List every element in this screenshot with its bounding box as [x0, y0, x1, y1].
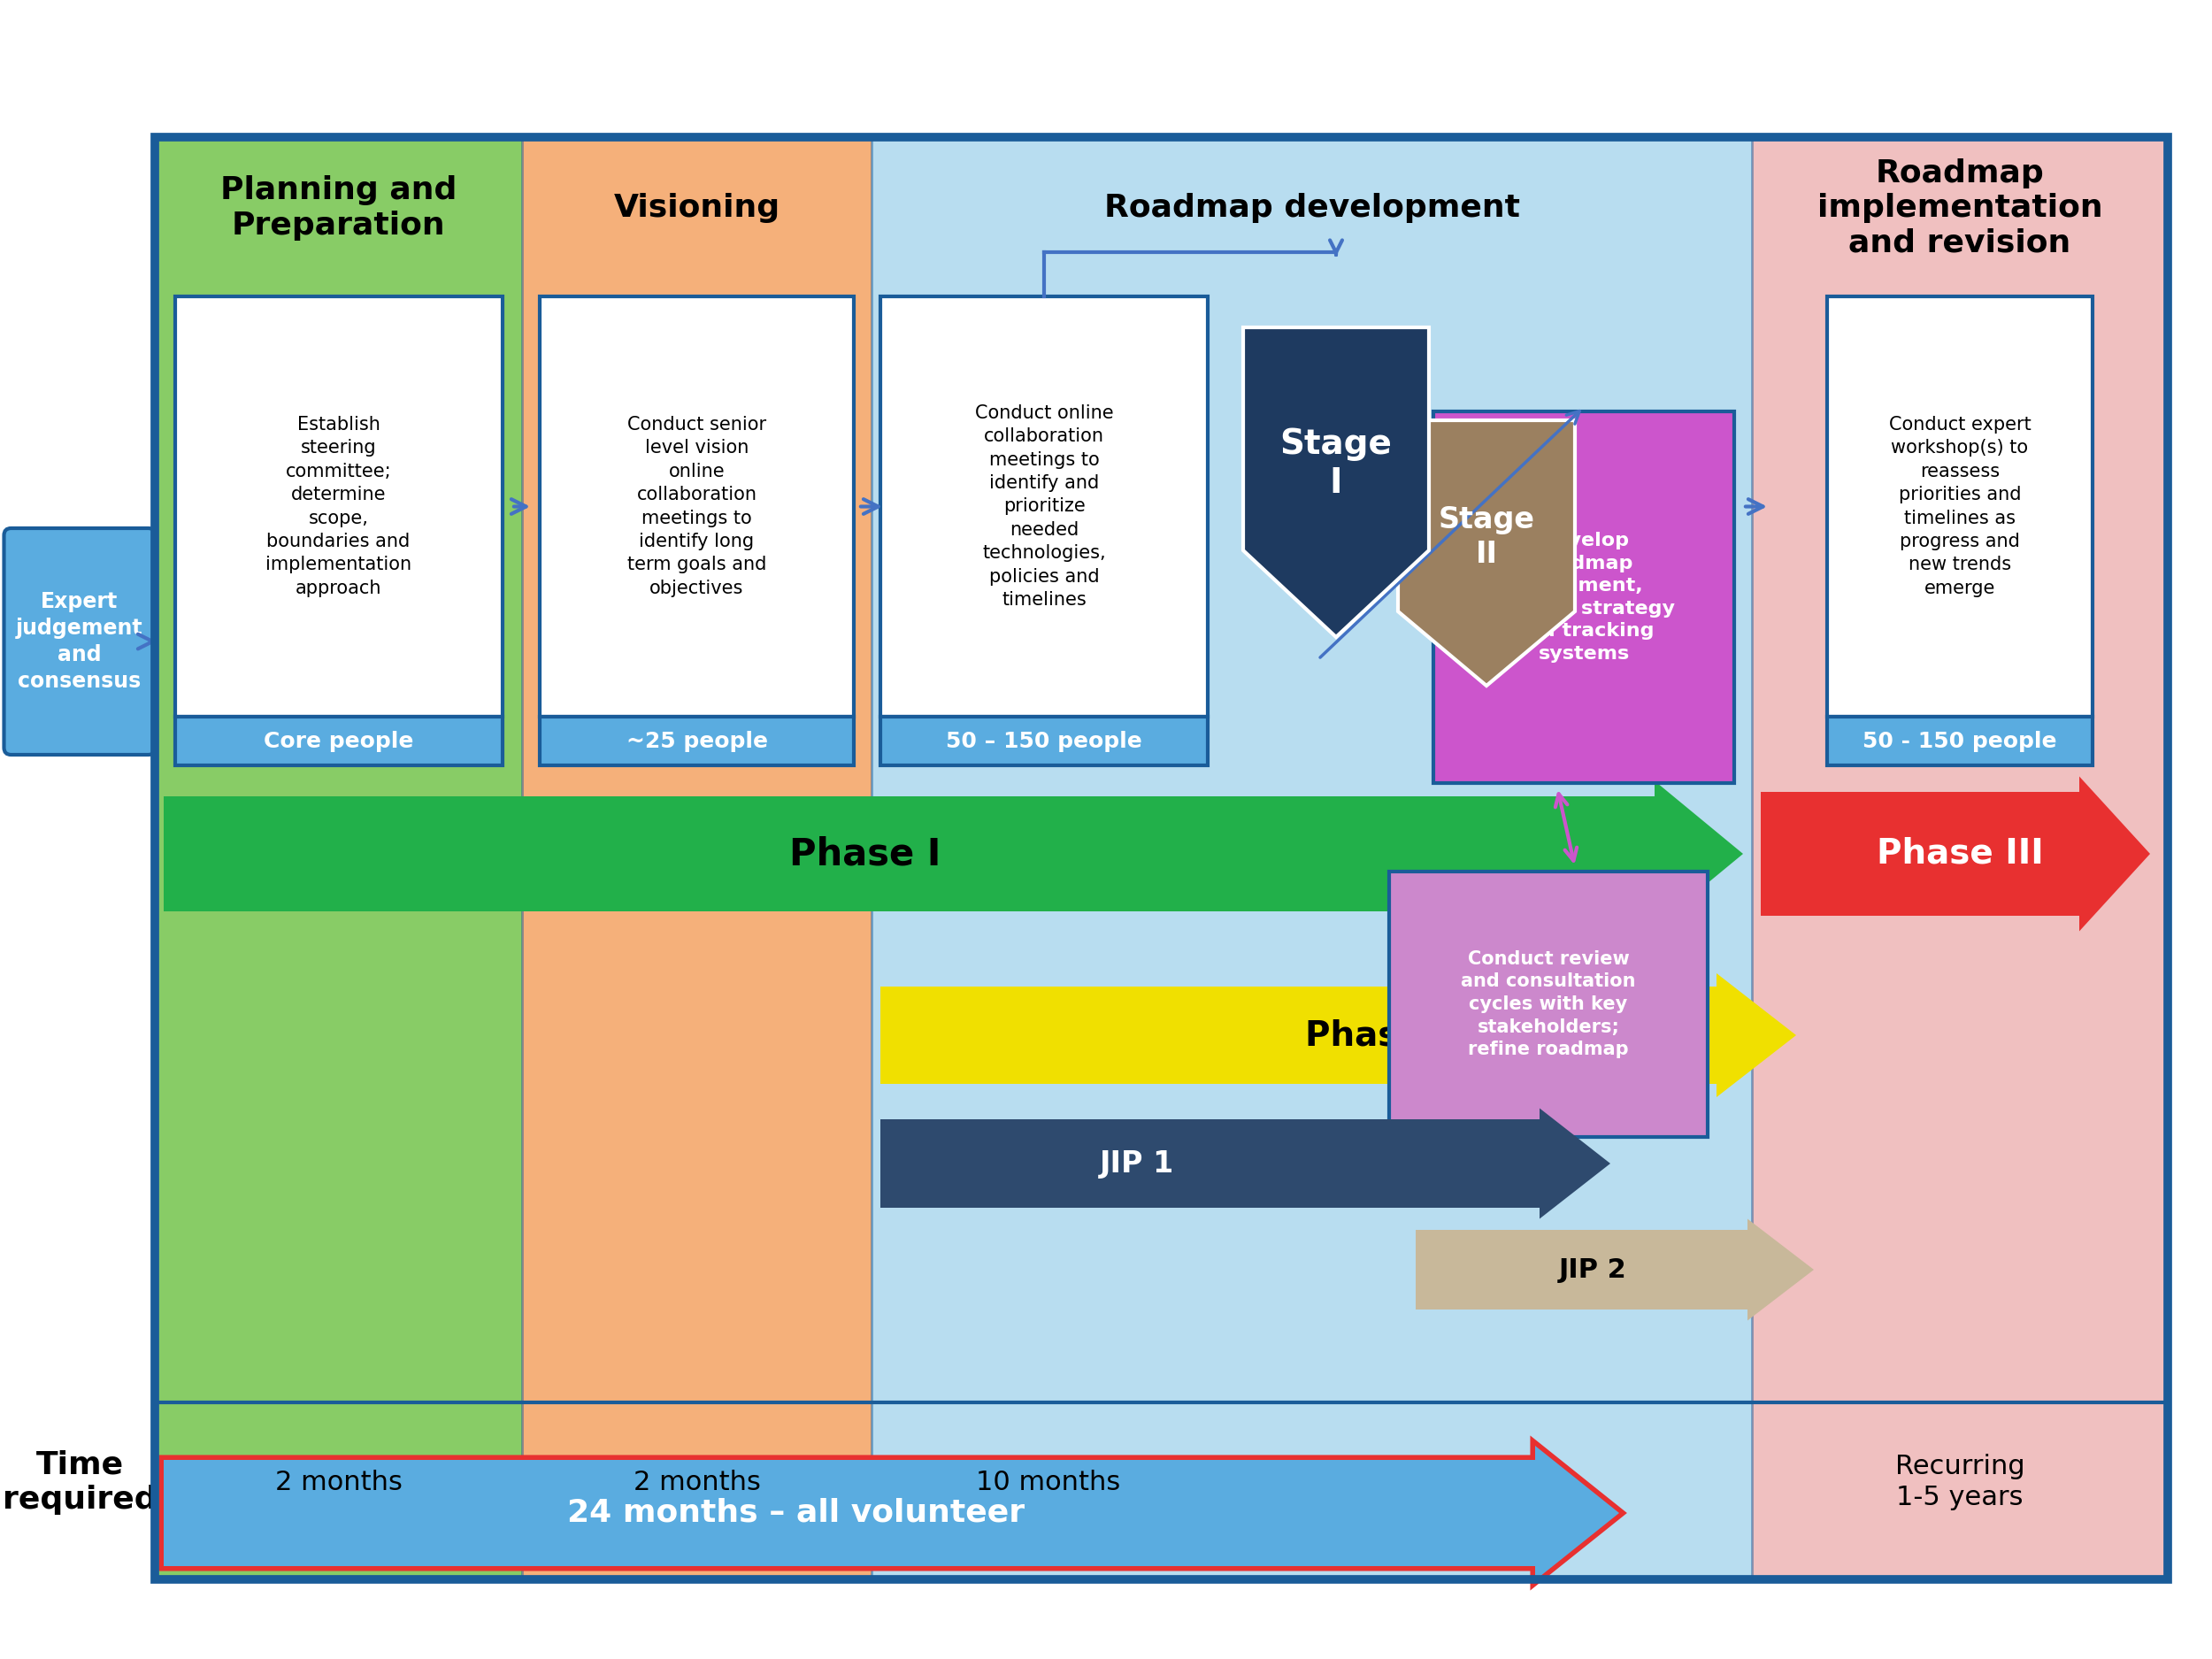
Bar [1752, 138, 2168, 1579]
FancyBboxPatch shape [1389, 871, 1708, 1136]
Polygon shape [1761, 776, 2150, 931]
Bar [522, 138, 872, 1579]
Polygon shape [164, 1445, 1619, 1581]
Text: JIP 1: JIP 1 [1099, 1150, 1175, 1178]
Text: Stage
II: Stage II [1438, 506, 1535, 569]
Text: 50 – 150 people: 50 – 150 people [947, 730, 1141, 752]
FancyBboxPatch shape [4, 528, 155, 755]
FancyBboxPatch shape [175, 297, 502, 717]
Text: Time
required: Time required [2, 1450, 157, 1515]
Text: 10 months: 10 months [975, 1470, 1121, 1495]
Bar [880, 717, 1208, 765]
Text: Develop
roadmap
document,
launch  strategy
and tracking
systems: Develop roadmap document, launch strateg… [1493, 533, 1674, 662]
Text: Conduct review
and consultation
cycles with key
stakeholders;
refine roadmap: Conduct review and consultation cycles w… [1462, 951, 1637, 1058]
Text: Conduct online
collaboration
meetings to
identify and
prioritize
needed
technolo: Conduct online collaboration meetings to… [975, 405, 1113, 609]
Text: 50 - 150 people: 50 - 150 people [1863, 730, 2057, 752]
FancyBboxPatch shape [1827, 297, 2093, 717]
Text: Phase II: Phase II [1305, 1019, 1460, 1052]
Text: 24 months – all volunteer: 24 months – all volunteer [568, 1498, 1024, 1528]
Polygon shape [1416, 1219, 1814, 1321]
Polygon shape [1398, 420, 1575, 685]
Text: Expert
judgement
and
consensus: Expert judgement and consensus [15, 592, 144, 692]
FancyBboxPatch shape [1433, 411, 1734, 783]
Text: Phase I: Phase I [790, 834, 940, 873]
Text: Visioning: Visioning [613, 192, 781, 222]
Text: Conduct expert
workshop(s) to
reassess
priorities and
timelines as
progress and
: Conduct expert workshop(s) to reassess p… [1889, 416, 2031, 597]
Bar [155, 138, 522, 1579]
Text: Establish
steering
committee;
determine
scope,
boundaries and
implementation
app: Establish steering committee; determine … [265, 416, 411, 597]
Polygon shape [1243, 327, 1429, 637]
Polygon shape [880, 974, 1796, 1097]
Text: Planning and
Preparation: Planning and Preparation [221, 176, 456, 241]
Text: ~25 people: ~25 people [626, 730, 768, 752]
Text: 2 months: 2 months [633, 1470, 761, 1495]
Text: Roadmap development: Roadmap development [1104, 192, 1520, 222]
Polygon shape [164, 781, 1743, 927]
Text: JIP 2: JIP 2 [1559, 1258, 1626, 1282]
Bar [540, 717, 854, 765]
Bar [175, 717, 502, 765]
Polygon shape [880, 1108, 1610, 1219]
FancyBboxPatch shape [880, 297, 1208, 717]
Bar [872, 138, 1752, 1579]
Text: Stage
I: Stage I [1281, 428, 1391, 499]
Text: 2 months: 2 months [274, 1470, 403, 1495]
Text: Recurring
1-5 years: Recurring 1-5 years [1896, 1453, 2024, 1511]
Bar [155, 138, 2168, 1579]
FancyBboxPatch shape [540, 297, 854, 717]
Text: Conduct senior
level vision
online
collaboration
meetings to
identify long
term : Conduct senior level vision online colla… [628, 416, 765, 597]
Text: Core people: Core people [263, 730, 414, 752]
Bar [1827, 717, 2093, 765]
Text: Phase III: Phase III [1876, 838, 2044, 871]
Text: Roadmap
implementation
and revision: Roadmap implementation and revision [1816, 158, 2104, 257]
